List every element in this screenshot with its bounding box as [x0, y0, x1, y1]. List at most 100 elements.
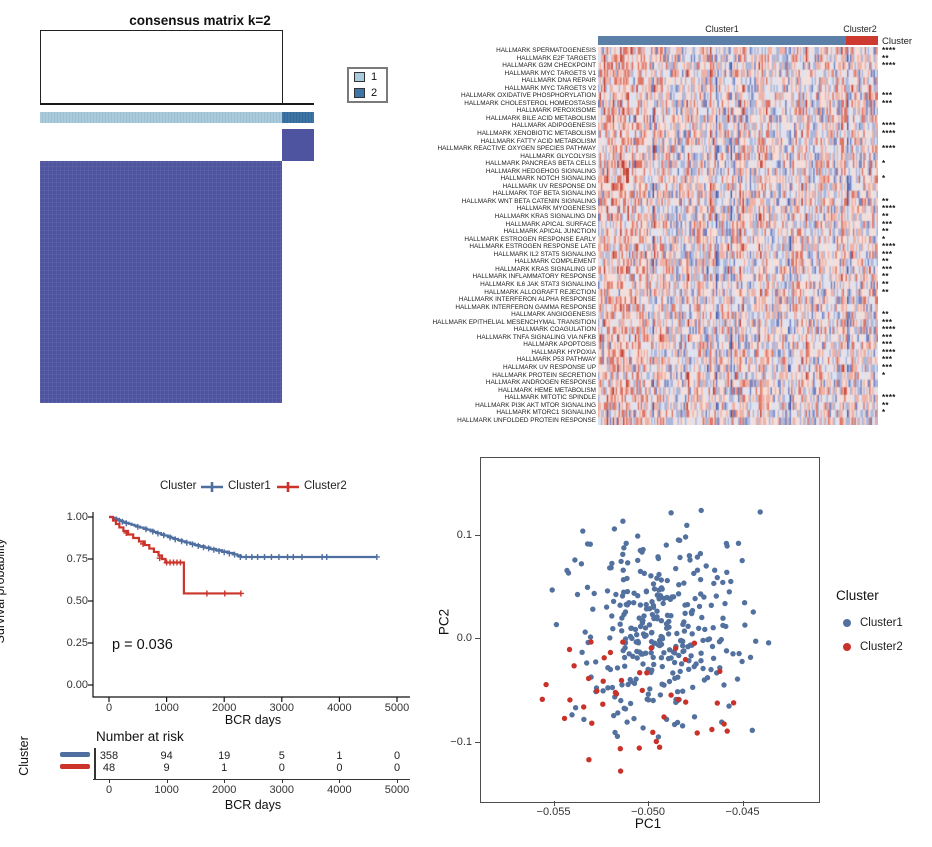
pca-point-cluster1: [680, 688, 686, 694]
pca-point-cluster1: [620, 567, 626, 573]
risk-xtick: 1000: [154, 784, 179, 796]
heatmap-row-label: HALLMARK HEME METABOLISM: [498, 386, 596, 394]
pca-point-cluster1: [697, 576, 704, 583]
pca-point-cluster1: [615, 710, 621, 716]
risk-tick-mark: [224, 779, 226, 783]
pca-point-cluster1: [689, 631, 695, 637]
consensus-legend: 1 2: [347, 67, 388, 103]
significance-stars: *: [882, 234, 886, 244]
pca-point-cluster1: [607, 635, 613, 641]
km-legend-marker-cluster2: [277, 482, 299, 492]
pca-point-cluster1: [703, 563, 709, 569]
censor-mark: [373, 553, 380, 560]
heatmap-row-label: HALLMARK MITOTIC SPINDLE: [504, 394, 596, 402]
pca-point-cluster1: [713, 593, 719, 599]
pca-ytick-mark: [475, 741, 480, 743]
pca-point-cluster1: [632, 626, 639, 633]
censor-mark: [195, 542, 202, 549]
pca-point-cluster1: [621, 611, 627, 618]
consensus-block-cluster1: [40, 161, 282, 403]
heatmap-row-labels: HALLMARK SPERMATOGENESIS HALLMARK E2F TAR…: [433, 47, 598, 424]
significance-stars: **: [882, 287, 889, 297]
pca-point-cluster1: [646, 622, 653, 628]
km-legend-label-cluster1[interactable]: Cluster1: [228, 480, 271, 492]
pca-point-cluster1: [637, 602, 644, 608]
pca-point-cluster1: [648, 573, 654, 579]
pca-point-cluster1: [580, 528, 586, 534]
km-legend-title: Cluster: [160, 480, 197, 492]
heatmap-annotation-cluster2: [846, 36, 878, 45]
pca-legend-label-cluster1[interactable]: Cluster1: [860, 617, 903, 629]
pca-point-cluster1: [610, 598, 617, 605]
km-xtick: 1000: [154, 702, 179, 714]
heatmap-row-label: HALLMARK TGF BETA SIGNALING: [492, 190, 596, 198]
risk-count: 5: [278, 750, 285, 762]
risk-tick-mark: [166, 779, 168, 783]
heatmap-row-label: HALLMARK SPERMATOGENESIS: [496, 47, 596, 54]
pca-point-cluster1: [635, 593, 641, 599]
heatmap-row-label: HALLMARK FATTY ACID METABOLISM: [480, 137, 596, 145]
pca-point-cluster1: [730, 651, 736, 657]
pca-point-cluster1: [622, 706, 629, 712]
pca-point-cluster1: [665, 631, 672, 637]
risk-tick-mark: [109, 779, 110, 783]
significance-stars: [882, 168, 930, 176]
pca-point-cluster2: [675, 696, 681, 703]
risk-axis-left: [94, 748, 96, 779]
significance-stars: [882, 77, 930, 85]
pca-point-cluster1: [665, 655, 672, 662]
pca-point-cluster1: [671, 659, 678, 666]
hallmark-heatmap-canvas: [598, 47, 878, 425]
pca-point-cluster2: [672, 645, 679, 652]
pca-point-cluster1: [705, 637, 711, 643]
pca-point-cluster1: [658, 618, 665, 624]
pca-point-cluster1: [749, 727, 755, 733]
km-curve-cluster1: [109, 515, 377, 559]
pca-point-cluster1: [722, 600, 728, 607]
consensus-block-cluster2: [282, 129, 314, 161]
censor-mark: [268, 553, 275, 560]
censor-mark: [167, 534, 174, 541]
heatmap-row-label: HALLMARK PROTEIN SECRETION: [492, 371, 596, 379]
pca-point-cluster1: [682, 602, 688, 608]
pca-point-cluster1: [619, 593, 626, 599]
significance-stars: **: [882, 400, 889, 410]
pca-point-cluster2: [561, 715, 568, 722]
significance-stars: [882, 417, 930, 425]
pca-scatter-svg: [539, 507, 772, 774]
heatmap-row-label: HALLMARK HYPOXIA: [531, 348, 596, 356]
km-curve-cluster2: [109, 515, 242, 595]
km-legend-marker-cluster1: [201, 482, 223, 492]
pca-point-cluster1: [708, 666, 714, 673]
pca-point-cluster2: [639, 687, 645, 694]
pca-point-cluster2: [668, 692, 674, 698]
heatmap-row-label: HALLMARK XENOBIOTIC METABOLISM: [477, 130, 596, 138]
pca-point-cluster1: [617, 602, 623, 608]
censor-mark: [200, 544, 207, 551]
pca-point-cluster1: [742, 622, 748, 628]
pca-point-cluster1: [750, 609, 756, 615]
consensus-baseline: [40, 103, 314, 105]
risk-xlabel: BCR days: [224, 798, 282, 812]
heatmap-row-label: HALLMARK MYC TARGETS V2: [504, 84, 596, 92]
significance-stars: ****: [882, 46, 896, 55]
pca-point-cluster1: [643, 606, 650, 612]
km-xtick: 4000: [327, 702, 352, 714]
pca-point-cluster1: [614, 733, 621, 739]
pca-point-cluster2: [656, 744, 663, 750]
pca-point-cluster2: [637, 670, 643, 676]
pca-ylabel: PC2: [436, 608, 452, 635]
pca-point-cluster1: [630, 653, 636, 659]
pca-point-cluster1: [651, 586, 658, 592]
pca-point-cluster1: [694, 554, 701, 560]
heatmap-row-label: HALLMARK INTERFERON ALPHA RESPONSE: [458, 296, 596, 304]
pca-point-cluster1: [610, 626, 616, 632]
pca-xlabel: PC1: [634, 816, 662, 831]
pca-legend-label-cluster2[interactable]: Cluster2: [860, 641, 903, 653]
pca-point-cluster1: [648, 630, 655, 636]
km-legend-label-cluster2[interactable]: Cluster2: [304, 480, 347, 492]
pca-point-cluster1: [637, 547, 643, 554]
pca-point-cluster1: [593, 659, 599, 665]
pca-point-cluster1: [691, 570, 697, 577]
censor-mark: [298, 553, 305, 560]
